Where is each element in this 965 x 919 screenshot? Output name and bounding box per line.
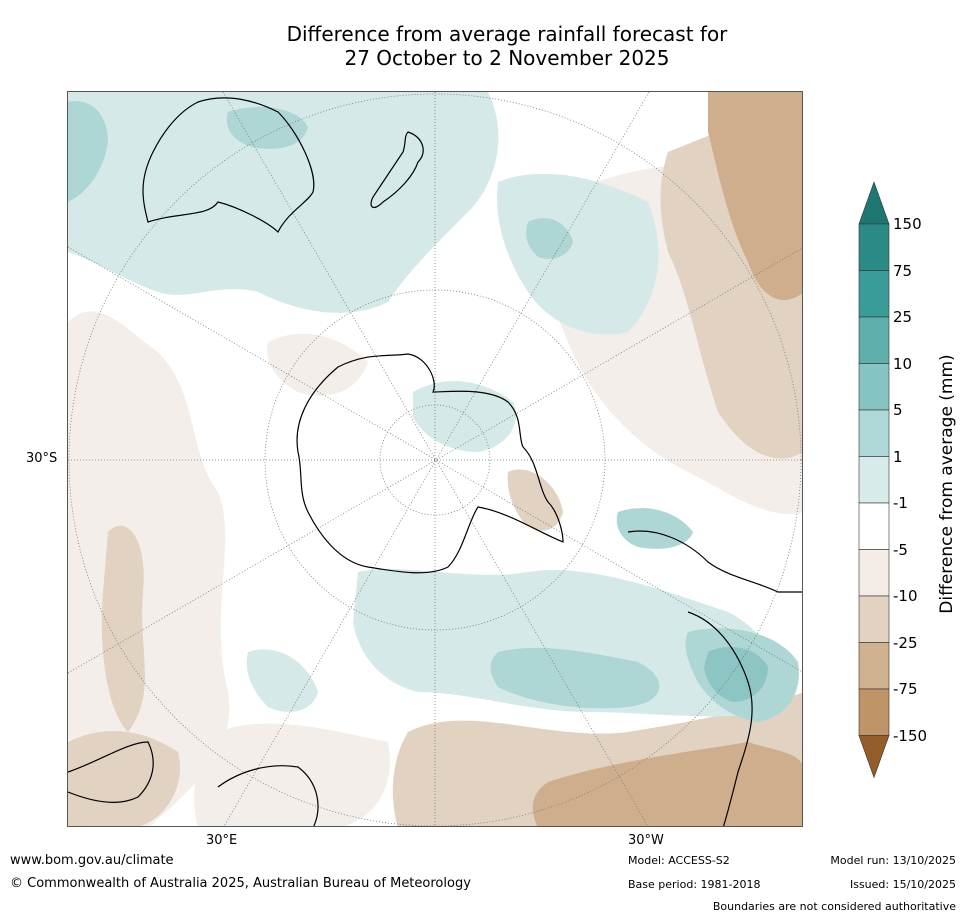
dry-patch-south-east-dark (532, 742, 802, 826)
colorbar-extend-min (858, 735, 890, 779)
wet-patch-southeast-mid (490, 647, 660, 709)
wet-patch-north-mid (68, 101, 108, 202)
title-line-1: Difference from average rainfall forecas… (286, 22, 728, 46)
dry-patch-south-africa (68, 731, 180, 826)
colorbar-tick-label: 10 (893, 354, 913, 373)
lat-label-30s: 30°S (26, 451, 58, 466)
colorbar-band (858, 409, 890, 457)
colorbar-band (858, 688, 890, 736)
dry-patch-central (267, 333, 368, 396)
new-zealand-coast (370, 131, 424, 209)
footer-copyright: © Commonwealth of Australia 2025, Austra… (10, 876, 471, 891)
footer-disclaimer: Boundaries are not considered authoritat… (712, 900, 956, 913)
lon-label-30e: 30°E (206, 833, 238, 848)
colorbar-band (858, 270, 890, 318)
map-panel (67, 91, 803, 827)
title-line-2: 27 October to 2 November 2025 (344, 46, 670, 70)
wet-patch-ne-dark (526, 218, 573, 259)
south-america-coast (627, 530, 802, 826)
wet-patch-weddell (413, 381, 517, 452)
graticule (68, 92, 802, 826)
wet-patch-indian (246, 649, 318, 712)
colorbar-label: Difference from average (mm) (937, 354, 957, 614)
wet-patch-north (68, 92, 499, 313)
colorbar-band (858, 456, 890, 504)
rainfall-map (68, 92, 802, 826)
colorbar-band (858, 642, 890, 690)
coastlines (68, 97, 802, 826)
wet-patch-southeast (353, 569, 776, 717)
southern-africa-coast (68, 741, 319, 826)
footer-url[interactable]: www.bom.gov.au/climate (10, 853, 174, 868)
anomaly-patches (68, 92, 802, 826)
colorbar (858, 181, 890, 779)
wet-patch-north-center (226, 107, 308, 149)
colorbar-tick-label: 25 (893, 308, 913, 326)
dry-patch-peninsula (507, 469, 563, 531)
colorbar-band (858, 549, 890, 597)
wet-patch-northeast-wet (497, 173, 659, 335)
dry-patch-west (68, 311, 230, 826)
colorbar-tick-label: -150 (893, 726, 928, 745)
colorbar-tick-label: -5 (893, 540, 908, 559)
colorbar-tick-label: 5 (893, 401, 903, 419)
colorbar-band (858, 595, 890, 643)
colorbar-tick-label: -1 (893, 494, 908, 512)
colorbar-tick-label: -75 (893, 680, 918, 698)
colorbar-tick-label: 1 (893, 447, 903, 466)
colorbar-band (858, 502, 890, 550)
colorbar-tick-label: 150 (893, 215, 922, 233)
colorbar-band (858, 316, 890, 364)
lon-label-30w: 30°W (628, 833, 664, 848)
antarctica-coast (296, 353, 564, 574)
dry-patch-west-mid (101, 525, 145, 732)
colorbar-band (858, 363, 890, 411)
footer-model-run: Model run: 13/10/2025 (830, 854, 956, 867)
colorbar-tick-label: 75 (893, 261, 913, 280)
footer-issued: Issued: 15/10/2025 (849, 878, 956, 891)
map-title: Difference from average rainfall forecas… (0, 22, 965, 70)
footer-base-period: Base period: 1981-2018 (628, 878, 761, 891)
wet-patch-patagonia-dark (704, 647, 768, 702)
colorbar-extend-max (858, 181, 890, 225)
footer-model: Model: ACCESS-S2 (628, 854, 730, 867)
colorbar-tick-label: -10 (893, 587, 918, 605)
dry-patch-south-mid (194, 723, 390, 826)
colorbar-tick-label: -25 (893, 633, 918, 652)
dry-patch-northeast-dark (708, 92, 802, 301)
australia-coast (142, 97, 315, 234)
colorbar-band (858, 223, 890, 271)
